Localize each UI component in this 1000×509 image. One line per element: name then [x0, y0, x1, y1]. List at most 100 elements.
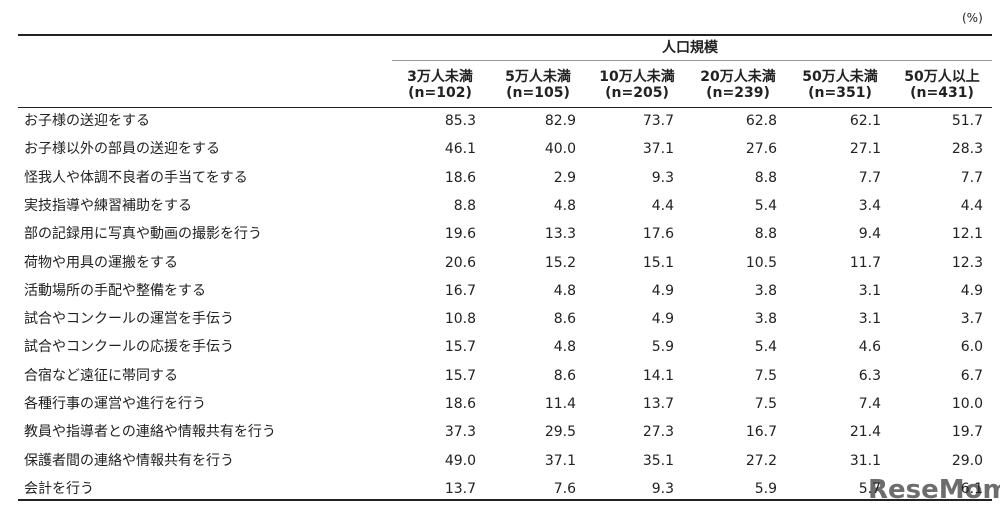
cell-value: 3.1: [858, 311, 881, 328]
top-rule: [18, 34, 992, 36]
row-label: 合宿など遠征に帯同する: [24, 367, 178, 384]
cell-value: 37.1: [642, 141, 674, 158]
cell-value: 28.3: [951, 141, 983, 158]
cell-value: 15.2: [544, 254, 576, 271]
cell-value: 4.4: [651, 197, 674, 214]
cell-value: 37.1: [544, 452, 576, 469]
row-label: お子様の送迎をする: [24, 113, 150, 129]
cell-value: 19.7: [951, 424, 983, 441]
cell-value: 2.9: [553, 169, 576, 186]
cell-value: 21.4: [849, 424, 881, 441]
cell-value: 29.5: [544, 424, 576, 441]
cell-value: 85.3: [444, 113, 476, 129]
cell-value: 73.7: [642, 113, 674, 129]
cell-value: 6.1: [960, 480, 983, 497]
cell-value: 18.6: [444, 169, 476, 186]
cell-value: 4.9: [960, 282, 983, 299]
cell-value: 27.6: [745, 141, 777, 158]
cell-value: 51.7: [951, 113, 983, 129]
cell-value: 62.8: [745, 113, 777, 129]
cell-value: 8.8: [754, 226, 777, 243]
column-label: 50万人以上: [904, 69, 980, 85]
cell-value: 13.7: [444, 480, 476, 497]
row-label: お子様以外の部員の送迎をする: [24, 141, 220, 158]
cell-value: 31.1: [849, 452, 881, 469]
cell-value: 82.9: [544, 113, 576, 129]
row-label: 部の記録用に写真や動画の撮影を行う: [24, 226, 262, 243]
cell-value: 12.1: [951, 226, 983, 243]
cell-value: 8.6: [553, 311, 576, 328]
cell-value: 49.0: [444, 452, 476, 469]
cell-value: 3.7: [960, 311, 983, 328]
cell-value: 15.1: [642, 254, 674, 271]
row-label: 教員や指導者との連絡や情報共有を行う: [24, 424, 276, 441]
column-label: 20万人未満: [700, 69, 776, 85]
cell-value: 4.9: [651, 311, 674, 328]
cell-value: 7.5: [754, 367, 777, 384]
cell-value: 3.1: [858, 282, 881, 299]
cell-value: 27.2: [745, 452, 777, 469]
row-label: 各種行事の運営や進行を行う: [24, 396, 206, 412]
cell-value: 10.5: [745, 254, 777, 271]
row-label: 試合やコンクールの運営を手伝う: [24, 311, 234, 328]
column-label: 50万人未満: [802, 69, 878, 85]
cell-value: 8.6: [553, 367, 576, 384]
cell-value: 29.0: [951, 452, 983, 469]
cell-value: 20.6: [444, 254, 476, 271]
unit: (%): [962, 11, 983, 25]
cell-value: 8.8: [453, 197, 476, 214]
cell-value: 5.9: [651, 339, 674, 356]
group-header: 人口規模: [662, 40, 718, 56]
cell-value: 16.7: [745, 424, 777, 441]
cell-value: 12.3: [951, 254, 983, 271]
cell-value: 4.8: [553, 197, 576, 214]
column-label: 5万人未満: [505, 69, 571, 85]
cell-value: 5.9: [754, 480, 777, 497]
cell-value: 6.7: [960, 367, 983, 384]
cell-value: 7.7: [858, 169, 881, 186]
cell-value: 7.7: [960, 169, 983, 186]
column-n: (n=205): [605, 85, 669, 101]
cell-value: 8.8: [754, 169, 777, 186]
watermark: ReseMom: [868, 475, 1000, 505]
column-n: (n=102): [408, 85, 472, 101]
bottom-rule: [18, 499, 992, 501]
cell-value: 3.4: [858, 197, 881, 214]
cell-value: 4.6: [858, 339, 881, 356]
cell-value: 27.1: [849, 141, 881, 158]
row-label: 試合やコンクールの応援を手伝う: [24, 339, 234, 356]
row-label: 実技指導や練習補助をする: [24, 197, 192, 214]
cell-value: 4.8: [553, 282, 576, 299]
cell-value: 6.3: [858, 367, 881, 384]
column-label: 10万人未満: [599, 69, 675, 85]
cell-value: 9.3: [651, 480, 674, 497]
cell-value: 4.8: [553, 339, 576, 356]
row-label: 荷物や用具の運搬をする: [24, 254, 178, 271]
cell-value: 9.4: [858, 226, 881, 243]
row-label: 保護者間の連絡や情報共有を行う: [24, 452, 234, 469]
cell-value: 7.4: [858, 396, 881, 412]
cell-value: 46.1: [444, 141, 476, 158]
cell-value: 19.6: [444, 226, 476, 243]
cell-value: 11.4: [544, 396, 576, 412]
cell-value: 7.6: [553, 480, 576, 497]
cell-value: 40.0: [544, 141, 576, 158]
cell-value: 4.9: [651, 282, 674, 299]
cell-value: 37.3: [444, 424, 476, 441]
row-label: 会計を行う: [24, 480, 94, 497]
cell-value: 17.6: [642, 226, 674, 243]
cell-value: 5.4: [754, 197, 777, 214]
cell-value: 3.8: [754, 282, 777, 299]
column-n: (n=105): [506, 85, 570, 101]
cell-value: 10.8: [444, 311, 476, 328]
cell-value: 5.4: [754, 339, 777, 356]
cell-value: 15.7: [444, 339, 476, 356]
cell-value: 4.4: [960, 197, 983, 214]
cell-value: 35.1: [642, 452, 674, 469]
cell-value: 11.7: [849, 254, 881, 271]
row-label: 怪我人や体調不良者の手当てをする: [24, 169, 248, 186]
column-label: 3万人未満: [407, 69, 473, 85]
cell-value: 7.5: [754, 396, 777, 412]
cell-value: 3.8: [754, 311, 777, 328]
